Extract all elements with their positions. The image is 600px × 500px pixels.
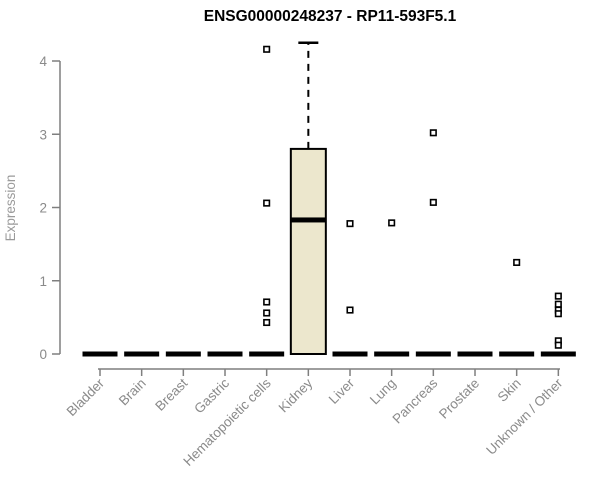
y-tick-label: 4 xyxy=(39,54,47,69)
median-line-unknown-other xyxy=(540,351,576,357)
box-kidney xyxy=(289,147,327,355)
outlier-point-pancreas xyxy=(429,129,437,137)
x-tick-label-unknown-other: Unknown / Other xyxy=(483,375,566,458)
outlier-point-hematopoietic-cells xyxy=(263,298,271,306)
outlier-point-unknown-other xyxy=(554,292,562,300)
median-line-pancreas xyxy=(415,351,451,357)
x-tick-label-brain: Brain xyxy=(116,376,149,409)
x-tick-label-breast: Breast xyxy=(152,375,190,413)
x-tick-label-gastric: Gastric xyxy=(191,375,232,416)
y-tick-label: 3 xyxy=(39,127,47,142)
x-tick-label-prostate: Prostate xyxy=(436,376,482,422)
outlier-point-pancreas xyxy=(429,198,437,206)
x-tick-label-liver: Liver xyxy=(326,375,358,407)
median-line-lung xyxy=(374,351,410,357)
outlier-point-hematopoietic-cells xyxy=(263,199,271,207)
outlier-point-unknown-other xyxy=(554,300,562,308)
x-tick-label-pancreas: Pancreas xyxy=(390,375,441,426)
x-tick-label-bladder: Bladder xyxy=(64,375,108,419)
y-axis-label: Expression xyxy=(3,175,18,242)
x-tick-label-skin: Skin xyxy=(495,376,524,405)
median-line-brain xyxy=(124,351,160,357)
median-line-gastric xyxy=(207,351,243,357)
median-line-prostate xyxy=(457,351,493,357)
outlier-point-skin xyxy=(513,258,521,266)
y-tick-label: 2 xyxy=(39,201,47,216)
outlier-point-hematopoietic-cells xyxy=(263,318,271,327)
x-tick-label-lung: Lung xyxy=(367,376,399,408)
outlier-point-hematopoietic-cells xyxy=(263,309,271,317)
y-tick-label: 0 xyxy=(39,347,47,362)
median-line-hematopoietic-cells xyxy=(249,351,285,357)
outlier-point-liver xyxy=(346,220,354,228)
outlier-point-unknown-other xyxy=(554,310,562,318)
median-line-kidney xyxy=(290,217,326,223)
median-line-skin xyxy=(499,351,535,357)
outlier-point-unknown-other xyxy=(554,341,562,349)
chart-title: ENSG00000248237 - RP11-593F5.1 xyxy=(204,8,457,25)
outlier-point-lung xyxy=(388,219,396,227)
outlier-point-hematopoietic-cells xyxy=(263,45,271,53)
outlier-point-liver xyxy=(346,306,354,314)
x-tick-label-kidney: Kidney xyxy=(276,375,316,415)
median-line-liver xyxy=(332,351,368,357)
y-tick-label: 1 xyxy=(39,274,47,289)
median-line-bladder xyxy=(82,351,118,357)
median-line-breast xyxy=(165,351,201,357)
